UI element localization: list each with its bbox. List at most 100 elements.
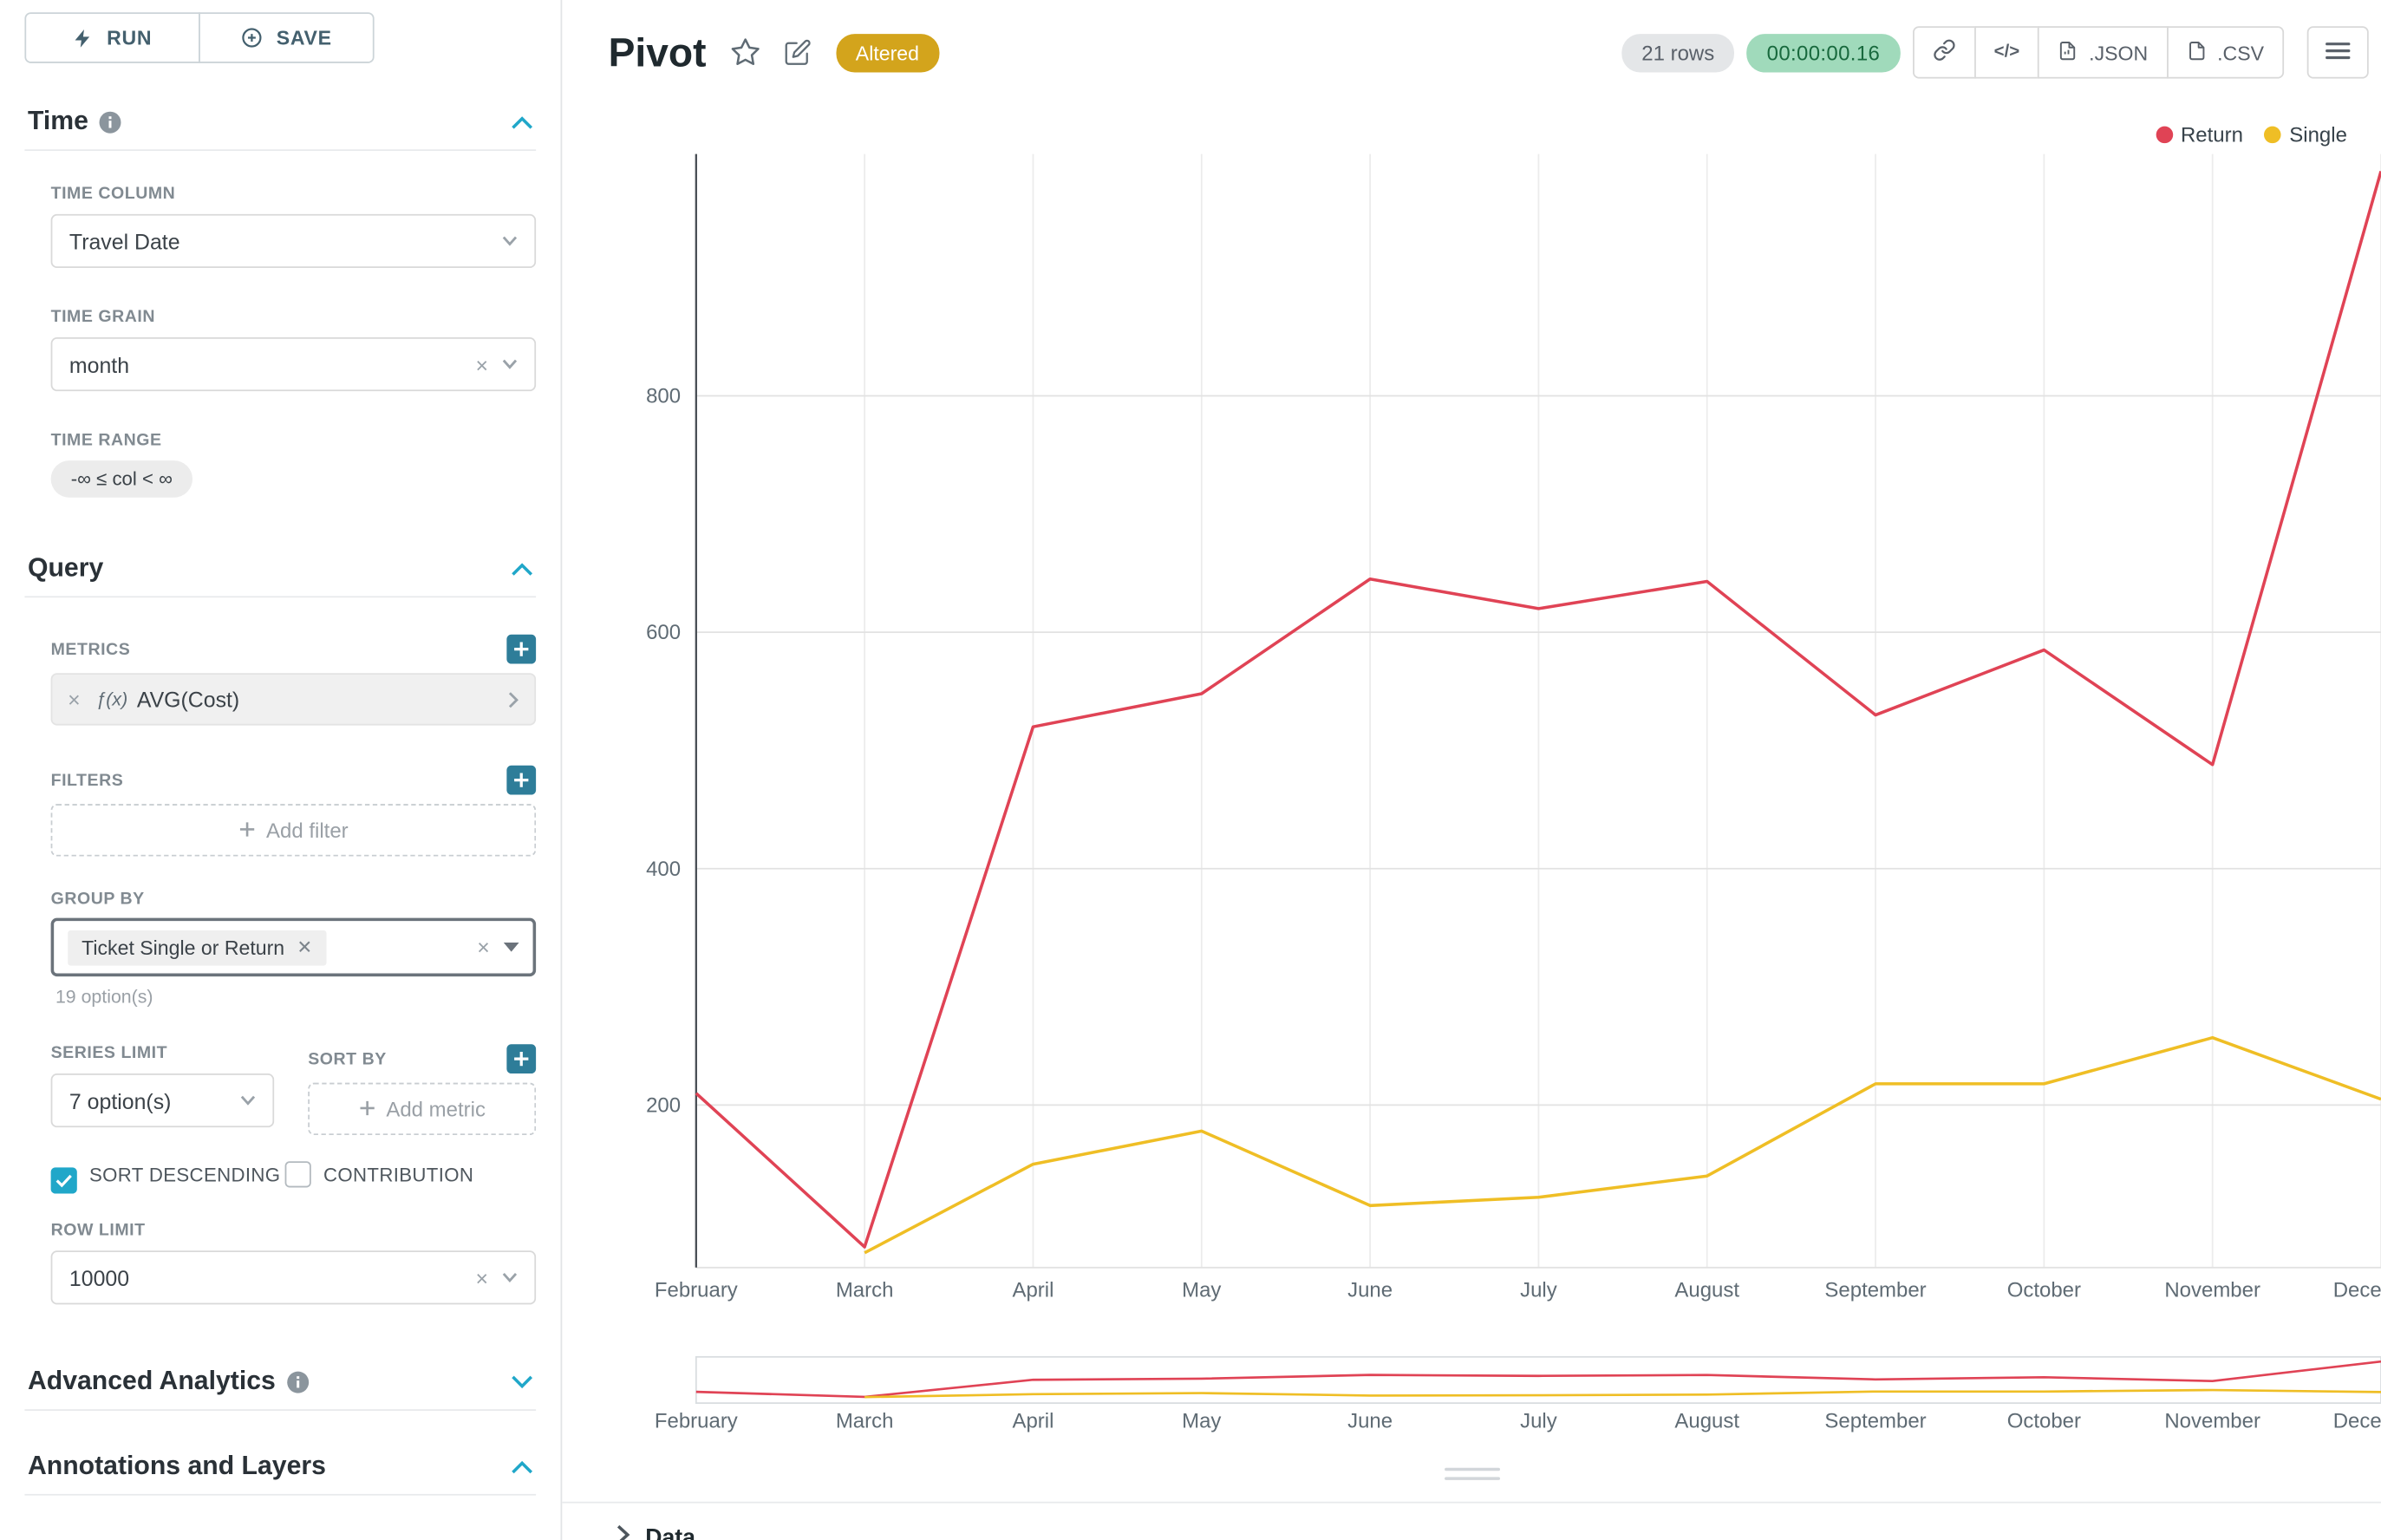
clear-icon[interactable]: × [475,351,489,377]
legend-label-return: Return [2180,123,2243,147]
add-sort-metric-dropzone[interactable]: Add metric [308,1082,537,1136]
svg-text:September: September [1824,1410,1926,1433]
series-limit-select[interactable]: 7 option(s) [50,1073,275,1128]
link-icon [1933,38,1956,66]
function-icon: ƒ(x) [95,688,128,710]
svg-text:February: February [655,1279,738,1302]
plus-icon [358,1098,375,1121]
add-filter-dropzone[interactable]: Add filter [50,804,537,857]
svg-text:400: 400 [646,858,681,881]
chart-title: Pivot [608,28,707,75]
caret-down-icon [503,943,519,952]
legend-item-single[interactable]: Single [2264,123,2347,147]
sort-descending-label: SORT DESCENDING [89,1164,281,1186]
add-metric-button[interactable] [506,634,537,664]
svg-text:December: December [2333,1410,2381,1433]
series-limit-control: SERIES LIMIT 7 option(s) [50,1044,275,1135]
clear-icon[interactable]: × [477,935,490,960]
chart-legend: Return Single [2156,123,2347,147]
svg-text:November: November [2164,1410,2260,1433]
group-by-label: GROUP BY [50,890,145,909]
query-section-header[interactable]: Query [24,540,537,598]
hamburger-menu-icon [2326,39,2351,65]
annotations-layers-title: Annotations and Layers [27,1451,326,1480]
svg-text:June: June [1347,1410,1393,1433]
line-chart[interactable]: 200 400 600 800 February March April May June Jul… [562,0,2381,1540]
add-filter-button[interactable] [506,765,537,795]
sort-descending-checkbox[interactable] [50,1167,77,1194]
svg-text:May: May [1182,1410,1221,1433]
svg-text:800: 800 [646,384,681,408]
annotations-layers-header[interactable]: Annotations and Layers [24,1439,537,1496]
time-grain-select[interactable]: month × [50,336,537,392]
json-file-icon [2058,39,2078,65]
chevron-down-icon [502,236,518,246]
export-json-label: .JSON [2089,41,2149,64]
chevron-down-icon [240,1095,256,1106]
chevron-up-icon[interactable] [512,561,533,575]
sort-descending-control[interactable]: SORT DESCENDING [50,1159,285,1194]
advanced-analytics-header[interactable]: Advanced Analytics [24,1354,537,1411]
control-panel-sidebar: RUN SAVE Time TIME COLUMN Travel Date [0,0,563,1540]
contribution-label: CONTRIBUTION [323,1164,474,1186]
copy-link-button[interactable] [1912,26,1976,79]
svg-text:October: October [2007,1279,2081,1302]
sort-by-label-row: SORT BY [308,1044,537,1074]
remove-metric-icon[interactable]: × [68,687,81,712]
chevron-down-icon [502,1272,518,1283]
chevron-up-icon[interactable] [512,114,533,128]
group-by-select[interactable]: Ticket Single or Return ✕ × [50,917,537,977]
export-csv-label: .CSV [2217,41,2264,64]
chevron-right-icon[interactable] [508,691,519,708]
clear-icon[interactable]: × [475,1265,489,1290]
metrics-label: METRICS [50,640,131,659]
svg-text:August: August [1674,1279,1739,1302]
svg-text:December: December [2333,1279,2381,1302]
favorite-star-icon[interactable] [729,37,760,69]
sort-by-control: SORT BY Add metric [308,1044,537,1136]
save-button[interactable]: SAVE [199,12,375,63]
row-count-badge: 21 rows [1621,33,1735,72]
panel-resize-handle[interactable] [1444,1467,1500,1486]
export-csv-button[interactable]: .CSV [2166,26,2285,79]
metric-pill[interactable]: × ƒ(x) AVG(Cost) [50,673,537,726]
svg-text:August: August [1674,1410,1739,1433]
edit-title-icon[interactable] [783,38,811,66]
group-by-tag: Ticket Single or Return ✕ [68,929,327,965]
chevron-down-icon[interactable] [512,1374,533,1388]
svg-text:600: 600 [646,621,681,644]
legend-item-return[interactable]: Return [2156,123,2243,147]
code-icon: </> [1993,42,2020,62]
chart-header: Pivot Altered 21 rows 00:00:00.16 [562,0,2381,83]
svg-text:200: 200 [646,1093,681,1117]
data-section-toggle[interactable]: Data [562,1501,2381,1540]
svg-text:May: May [1182,1279,1221,1302]
time-grain-label: TIME GRAIN [50,308,156,327]
svg-text:April: April [1012,1410,1054,1433]
chevron-up-icon[interactable] [512,1459,533,1473]
svg-text:April: April [1012,1279,1054,1302]
altered-badge[interactable]: Altered [835,33,940,72]
query-timer-badge: 00:00:00.16 [1746,33,1901,72]
series-limit-value: 7 option(s) [68,1087,172,1113]
row-limit-label: ROW LIMIT [50,1221,146,1240]
time-section-header[interactable]: Time [24,94,537,152]
chevron-right-icon [616,1524,630,1540]
export-json-button[interactable]: .JSON [2038,26,2169,79]
run-button[interactable]: RUN [24,12,200,63]
series-limit-label: SERIES LIMIT [50,1044,168,1063]
contribution-control[interactable]: CONTRIBUTION [284,1159,474,1193]
more-options-menu-button[interactable] [2306,26,2369,79]
row-limit-select[interactable]: 10000 × [50,1250,537,1305]
legend-dot-return [2156,126,2174,144]
add-sort-metric-button[interactable] [506,1044,537,1074]
contribution-checkbox[interactable] [284,1161,311,1188]
chevron-down-icon [502,359,518,369]
svg-text:February: February [655,1410,738,1433]
plus-icon [238,819,256,842]
time-column-select[interactable]: Travel Date [50,213,537,269]
remove-tag-icon[interactable]: ✕ [297,936,313,958]
time-range-pill[interactable]: -∞ ≤ col < ∞ [50,460,193,498]
time-column-label: TIME COLUMN [50,185,176,204]
